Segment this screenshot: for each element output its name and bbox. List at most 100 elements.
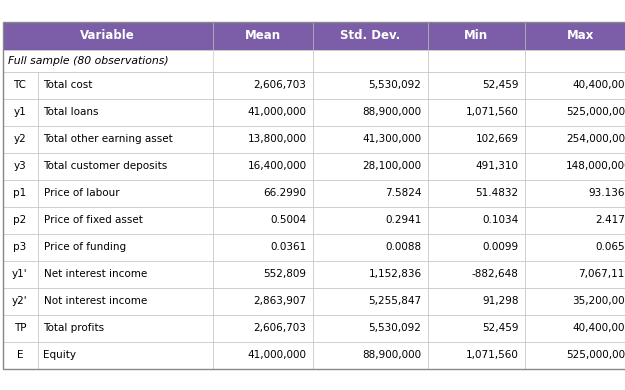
Bar [524,342,625,369]
Bar [428,342,524,369]
Text: 1,071,560: 1,071,560 [466,107,519,117]
Bar [38,152,213,179]
Bar [2,21,625,369]
Text: Std. Dev.: Std. Dev. [340,29,400,42]
Text: 28,100,000: 28,100,000 [362,161,421,171]
Bar [312,152,428,179]
Bar [38,206,213,234]
Text: Total customer deposits: Total customer deposits [44,161,168,171]
Text: 5,530,092: 5,530,092 [369,80,421,90]
Bar [312,234,428,261]
Bar [213,314,312,342]
Bar [428,99,524,126]
Text: 148,000,000: 148,000,000 [566,161,625,171]
Bar [524,21,625,50]
Bar [213,342,312,369]
Text: Net interest income: Net interest income [44,269,147,279]
Text: 52,459: 52,459 [482,323,519,333]
Text: 66.2990: 66.2990 [264,188,306,198]
Text: 35,200,000: 35,200,000 [572,296,625,306]
Text: 0.0099: 0.0099 [482,242,519,252]
Bar [312,179,428,206]
Bar [524,71,625,99]
Text: 41,000,000: 41,000,000 [248,350,306,360]
Bar [524,234,625,261]
Bar [428,50,524,71]
Bar [213,179,312,206]
Bar [312,21,428,50]
Bar [428,71,524,99]
Bar [2,342,37,369]
Bar [524,126,625,152]
Bar [428,126,524,152]
Bar [213,261,312,287]
Text: 491,310: 491,310 [476,161,519,171]
Text: TP: TP [14,323,26,333]
Text: 552,809: 552,809 [264,269,306,279]
Bar [2,179,37,206]
Bar [428,314,524,342]
Bar [2,21,212,50]
Bar [312,261,428,287]
Text: Max: Max [568,29,595,42]
Text: y1: y1 [14,107,26,117]
Text: -882,648: -882,648 [472,269,519,279]
Bar [312,126,428,152]
Text: 0.2941: 0.2941 [385,215,421,225]
Bar [312,342,428,369]
Text: 102,669: 102,669 [476,134,519,144]
Bar [213,126,312,152]
Bar [312,314,428,342]
Bar [213,234,312,261]
Bar [428,206,524,234]
Text: 88,900,000: 88,900,000 [362,107,421,117]
Bar [312,99,428,126]
Bar [213,71,312,99]
Text: Total other earning asset: Total other earning asset [44,134,173,144]
Bar [38,99,213,126]
Bar [2,206,37,234]
Bar [524,152,625,179]
Text: y3: y3 [14,161,26,171]
Text: Variable: Variable [80,29,135,42]
Text: 7,067,117: 7,067,117 [579,269,625,279]
Bar [2,234,37,261]
Bar [38,261,213,287]
Text: p2: p2 [13,215,27,225]
Bar [2,261,37,287]
Text: 88,900,000: 88,900,000 [362,350,421,360]
Bar [2,152,37,179]
Text: Price of labour: Price of labour [44,188,119,198]
Bar [312,50,428,71]
Bar [428,234,524,261]
Bar [524,206,625,234]
Text: 93.1369: 93.1369 [588,188,625,198]
Text: 16,400,000: 16,400,000 [248,161,306,171]
Text: 5,255,847: 5,255,847 [368,296,421,306]
Bar [2,99,37,126]
Text: 1,152,836: 1,152,836 [368,269,421,279]
Text: Price of fixed asset: Price of fixed asset [44,215,142,225]
Bar [2,314,37,342]
Text: Min: Min [464,29,488,42]
Bar [524,287,625,314]
Bar [38,179,213,206]
Bar [428,287,524,314]
Text: 0.1034: 0.1034 [482,215,519,225]
Bar [2,126,37,152]
Text: 0.0657: 0.0657 [595,242,625,252]
Bar [524,50,625,71]
Text: 91,298: 91,298 [482,296,519,306]
Bar [2,50,625,71]
Text: 2.4174: 2.4174 [595,215,625,225]
Text: Total loans: Total loans [44,107,99,117]
Text: p1: p1 [13,188,27,198]
Text: y2': y2' [12,296,28,306]
Text: Total profits: Total profits [44,323,104,333]
Bar [213,152,312,179]
Text: Full sample (80 observations): Full sample (80 observations) [8,55,168,66]
Bar [524,314,625,342]
Text: y1': y1' [12,269,28,279]
Bar [312,71,428,99]
Bar [428,21,524,50]
